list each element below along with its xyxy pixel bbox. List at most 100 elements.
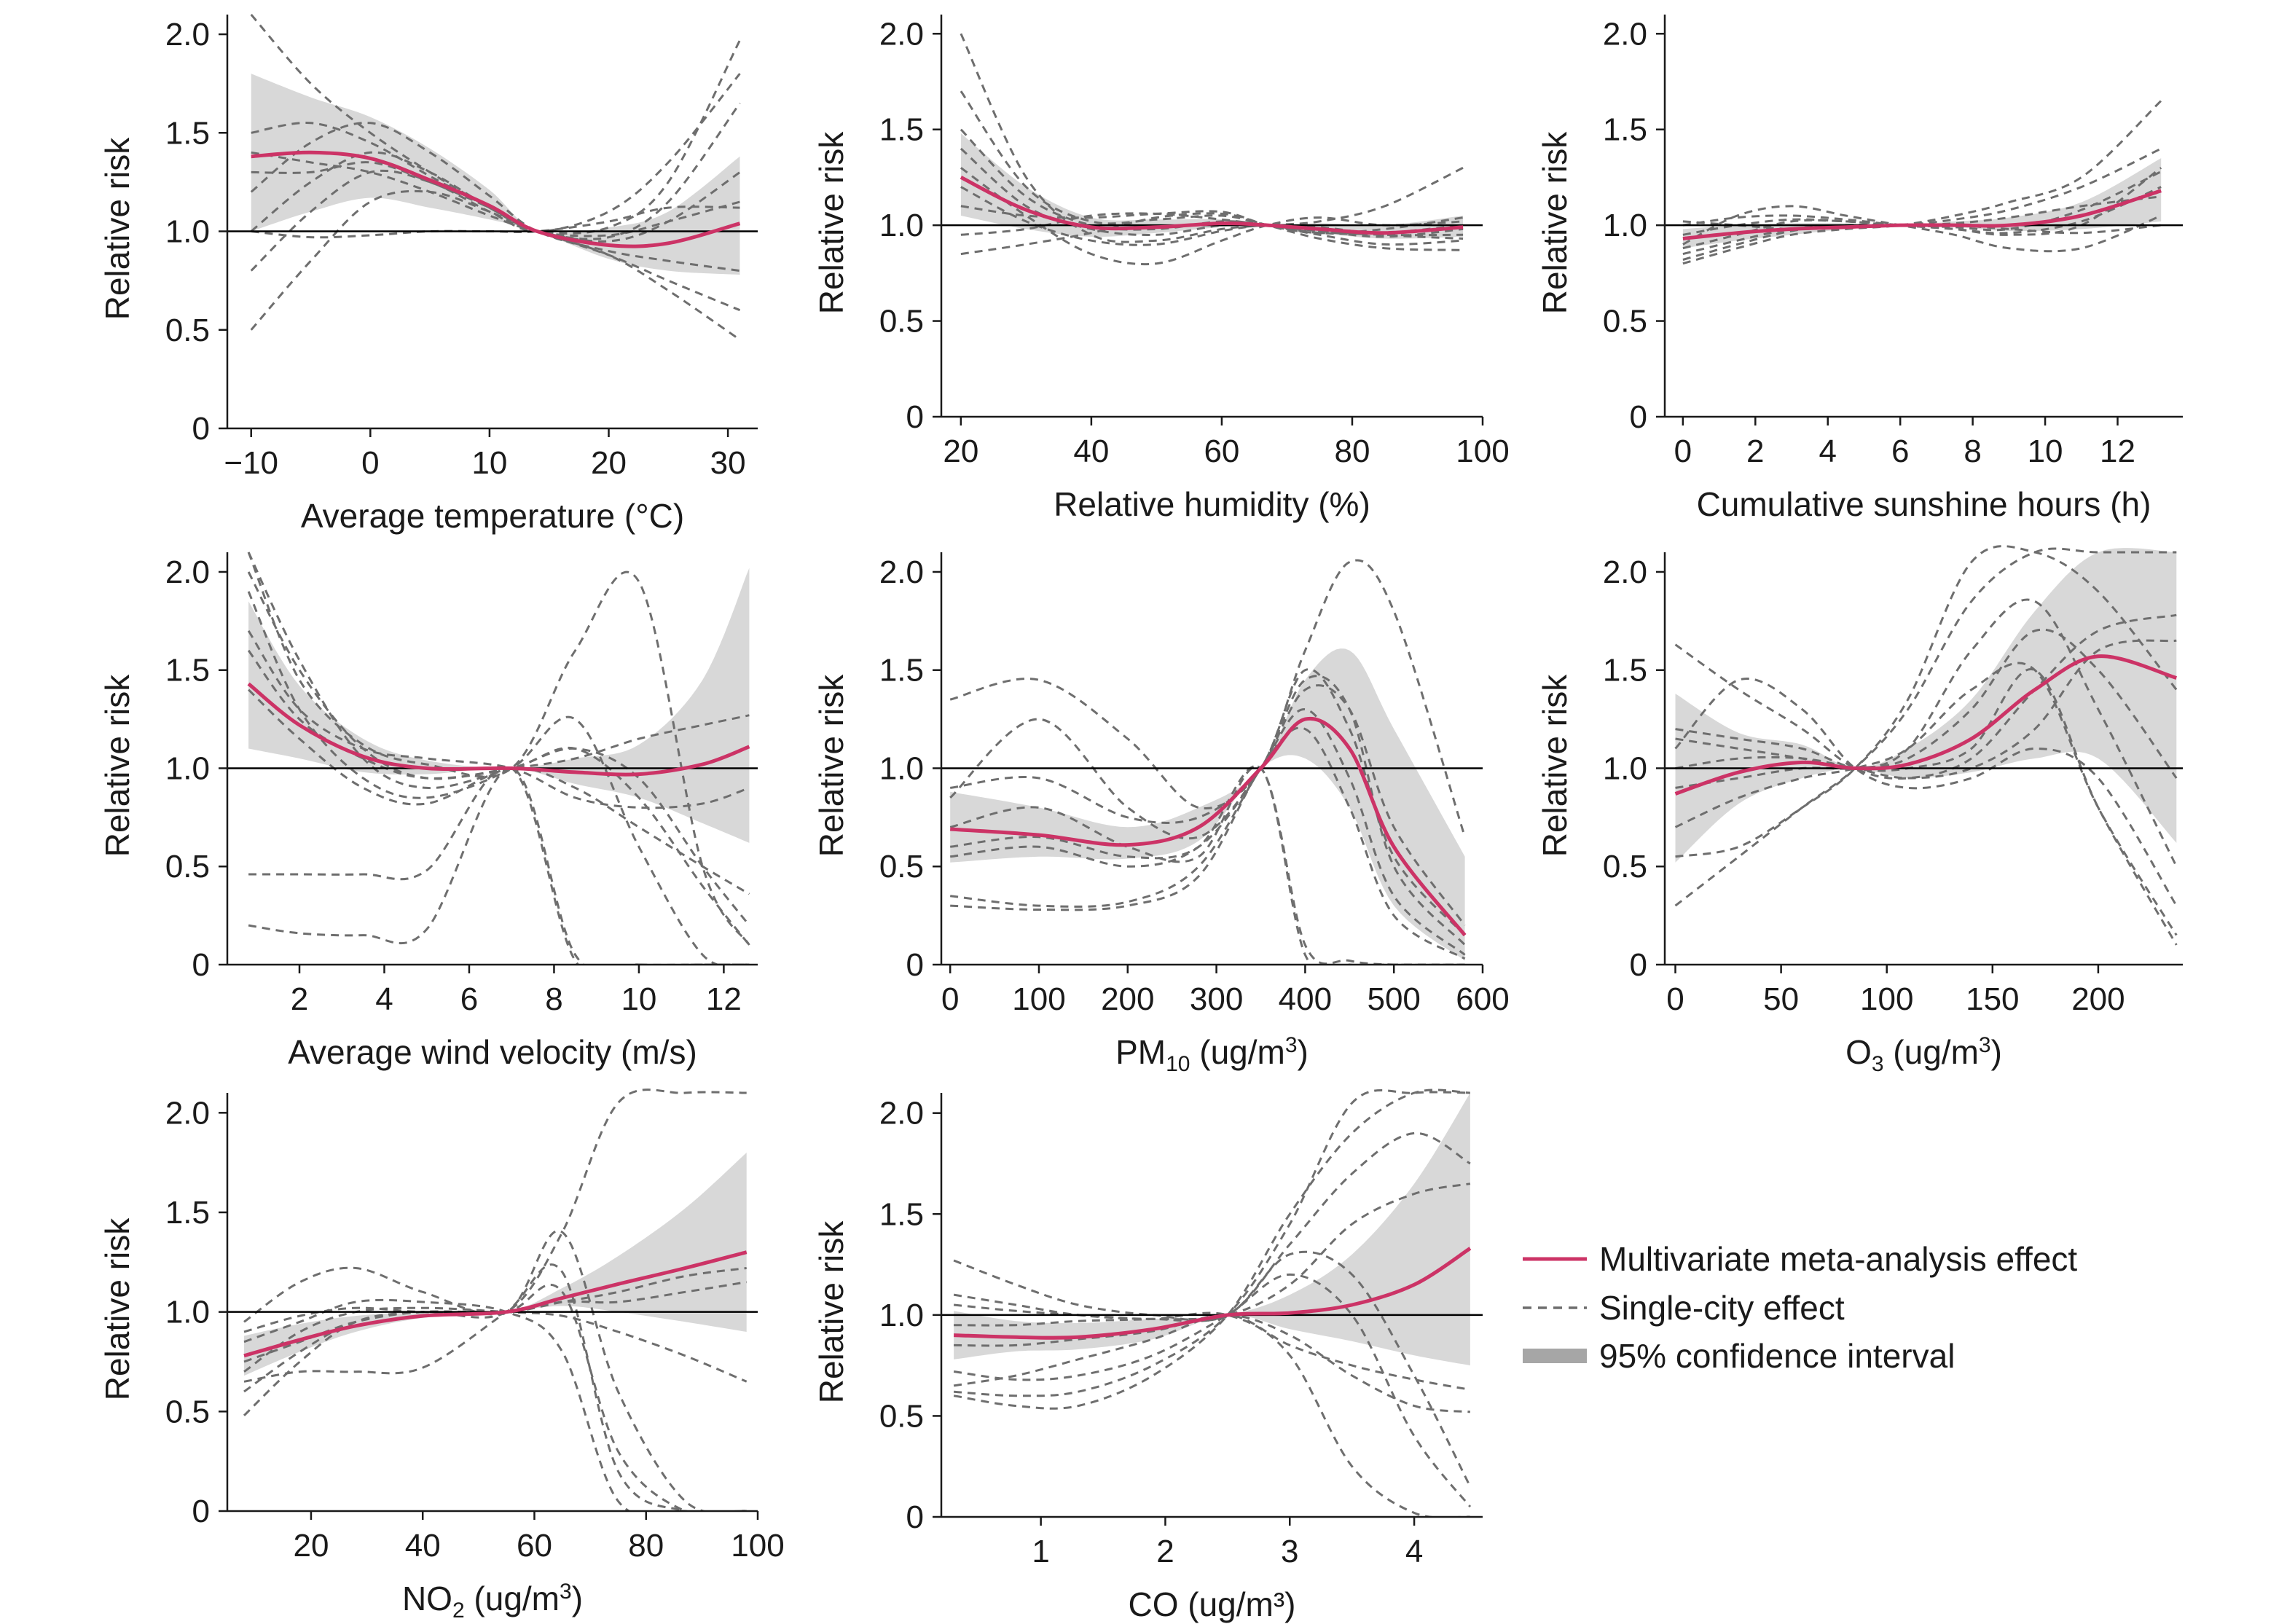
y-tick-label: 2.0 <box>165 554 210 590</box>
y-tick-label: 2.0 <box>165 17 210 52</box>
city-curve <box>1675 667 2178 946</box>
x-axis-title: Average wind velocity (m/s) <box>288 1033 697 1071</box>
x-tick-label: 40 <box>405 1528 441 1564</box>
x-axis-title-part: 3 <box>1285 1033 1298 1057</box>
chart-legend: Multivariate meta-analysis effect Single… <box>1523 1240 2077 1375</box>
city-curve <box>243 1229 747 1511</box>
city-curve <box>960 167 1464 266</box>
y-tick-label: 1.0 <box>165 1295 210 1330</box>
x-axis-title: PM10 (ug/m3) <box>1115 1033 1309 1076</box>
x-tick-label: 4 <box>375 981 393 1017</box>
x-tick-label: 20 <box>943 434 978 469</box>
x-tick-label: 10 <box>471 445 507 481</box>
x-tick-label: 500 <box>1367 981 1420 1017</box>
y-tick-label: 0 <box>192 947 210 983</box>
legend-ci-swatch <box>1523 1349 1587 1363</box>
city-curve <box>1674 547 2177 907</box>
x-tick-label: 30 <box>710 445 746 481</box>
panel-4: 0 0.5 1.0 1.5 2.0 2 4 6 8 10 12 Relative risk Averag… <box>98 552 758 1071</box>
x-tick-label: 40 <box>1073 434 1109 469</box>
x-tick-label: −10 <box>224 445 278 481</box>
y-tick-label: 0 <box>906 1499 924 1535</box>
y-tick-label: 0 <box>1630 399 1647 435</box>
city-curve <box>1682 170 2162 261</box>
x-tick-label: 0 <box>1666 981 1684 1017</box>
y-tick-label: 1.5 <box>879 112 924 148</box>
x-axis-title-part: PM <box>1115 1033 1166 1071</box>
x-axis-title-part: (ug/m <box>1884 1033 1979 1071</box>
x-axis-title-part: 2 <box>452 1598 465 1623</box>
x-tick-label: 4 <box>1819 434 1836 469</box>
meta-curve <box>950 716 1467 937</box>
plot-area <box>1665 545 2183 946</box>
panel-8: 0 0.5 1.0 1.5 2.0 1 2 3 4 Relative risk CO (ug/m³) <box>812 1088 1483 1623</box>
y-tick-label: 1.0 <box>165 214 210 250</box>
x-tick-label: 200 <box>1101 981 1154 1017</box>
panel-1: 0 0.5 1.0 1.5 2.0 −10 0 10 20 30 Relative risk Aver… <box>98 14 758 535</box>
y-tick-label: 1.5 <box>165 653 210 689</box>
x-tick-label: 12 <box>2100 434 2135 469</box>
x-tick-label: 400 <box>1279 981 1332 1017</box>
y-axis-title: Relative risk <box>98 137 136 321</box>
plot-area <box>227 1088 758 1511</box>
x-tick-label: 0 <box>941 981 959 1017</box>
x-axis-title-part: 3 <box>1872 1052 1884 1076</box>
y-axis-title: Relative risk <box>1536 674 1574 858</box>
city-curve <box>1675 639 2177 780</box>
meta-curve <box>960 176 1464 235</box>
x-axis-title-part: (ug/m <box>465 1580 560 1617</box>
y-tick-label: 2.0 <box>1603 16 1647 52</box>
y-tick-label: 1.5 <box>165 1195 210 1231</box>
city-curve <box>251 122 740 238</box>
ci-band <box>1675 548 2177 863</box>
x-axis-title-part: ) <box>1991 1033 2002 1071</box>
x-tick-label: 150 <box>1966 981 2019 1017</box>
y-tick-label: 1.0 <box>879 208 924 243</box>
panel-2: 0 0.5 1.0 1.5 2.0 20 40 60 80 100 Relative risk Rel… <box>812 15 1510 523</box>
city-curve <box>1675 545 2178 858</box>
x-tick-label: 2 <box>1746 434 1764 469</box>
city-curve <box>949 559 1467 838</box>
city-curve <box>960 212 1464 256</box>
y-tick-label: 0.5 <box>165 849 210 884</box>
y-tick-label: 0.5 <box>1603 304 1647 340</box>
x-axis-title-part: (ug/m <box>1190 1033 1284 1071</box>
y-tick-label: 1.5 <box>879 653 924 689</box>
city-curve <box>1682 220 2162 235</box>
x-tick-label: 0 <box>1674 434 1692 469</box>
x-tick-label: 6 <box>460 981 478 1017</box>
y-tick-label: 1.0 <box>879 1298 924 1333</box>
x-tick-label: 300 <box>1190 981 1243 1017</box>
x-tick-label: 200 <box>2071 981 2125 1017</box>
y-axis-title: Relative risk <box>1536 131 1574 315</box>
y-tick-label: 1.5 <box>1603 112 1647 148</box>
y-tick-label: 0.5 <box>879 1398 924 1434</box>
x-axis-title: CO (ug/m³) <box>1129 1585 1296 1623</box>
y-axis-title: Relative risk <box>98 1217 136 1401</box>
ci-band <box>244 1153 747 1376</box>
x-tick-label: 100 <box>1012 981 1065 1017</box>
y-tick-label: 0.5 <box>879 849 924 884</box>
x-tick-label: 60 <box>517 1528 552 1564</box>
city-curve <box>1674 678 2178 906</box>
plot-area <box>941 1088 1483 1517</box>
x-axis-title-part: ) <box>1298 1033 1309 1071</box>
y-tick-label: 1.5 <box>165 115 210 151</box>
y-tick-label: 2.0 <box>879 16 924 52</box>
city-curve <box>1674 662 2178 936</box>
city-curve <box>950 668 1466 936</box>
x-axis-title-part: O <box>1845 1033 1872 1071</box>
x-tick-label: 8 <box>545 981 562 1017</box>
x-axis-title: O3 (ug/m3) <box>1845 1033 2002 1076</box>
city-curve <box>250 39 741 331</box>
x-axis-title-part: 3 <box>560 1580 572 1604</box>
y-tick-label: 1.0 <box>879 750 924 786</box>
city-curve <box>950 684 1466 926</box>
x-axis-title: Relative humidity (%) <box>1054 485 1370 523</box>
x-tick-label: 60 <box>1204 434 1239 469</box>
y-tick-label: 0 <box>192 411 210 447</box>
city-curve <box>953 1182 1471 1321</box>
x-tick-label: 10 <box>621 981 656 1017</box>
x-tick-label: 12 <box>706 981 742 1017</box>
